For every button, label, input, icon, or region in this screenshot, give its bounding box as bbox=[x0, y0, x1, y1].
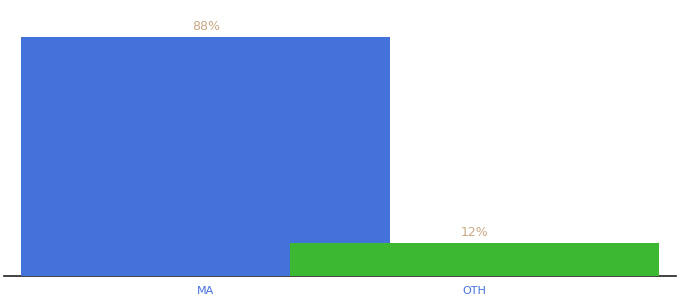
Text: 12%: 12% bbox=[460, 226, 488, 239]
Bar bbox=[21, 37, 390, 276]
Text: 88%: 88% bbox=[192, 20, 220, 33]
Bar bbox=[290, 244, 659, 276]
